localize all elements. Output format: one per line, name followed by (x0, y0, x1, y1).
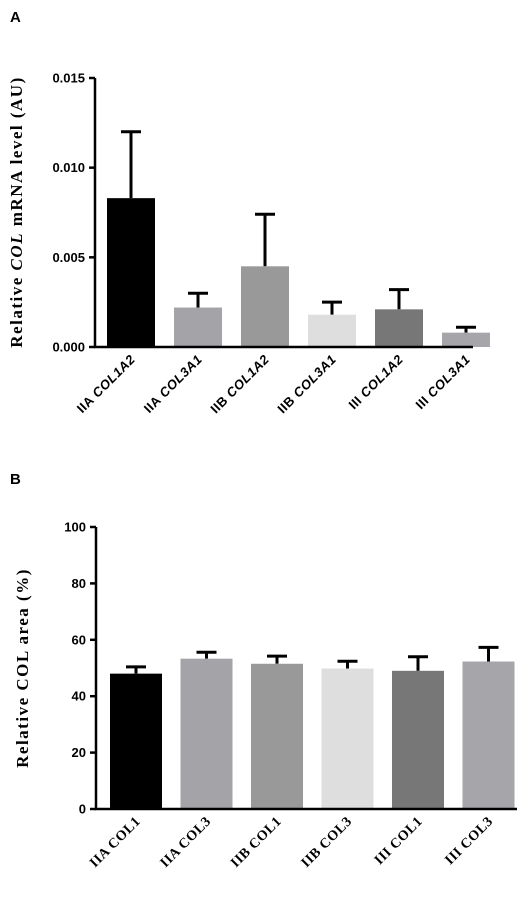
bar (375, 309, 423, 347)
y-tick-label: 0 (79, 802, 86, 817)
x-tick-label: IIA COL3 (158, 814, 215, 871)
bar (392, 670, 444, 809)
panel-a-letter: A (10, 9, 21, 26)
y-tick-label: 20 (72, 745, 86, 760)
bar (107, 198, 155, 347)
x-tick-label: III COL3 (442, 814, 496, 868)
bar (174, 307, 222, 347)
y-tick-label: 0.000 (52, 340, 85, 355)
y-tick-label: 0.005 (52, 250, 85, 265)
x-tick-label: IIA COL3A1 (141, 352, 205, 416)
bar (180, 658, 233, 809)
bar (308, 314, 356, 347)
y-tick-label: 60 (72, 632, 86, 647)
x-tick-label: III COL3A1 (412, 352, 473, 413)
y-tick-label: 40 (72, 689, 86, 704)
bar (241, 266, 289, 347)
bar (462, 661, 515, 809)
y-axis-label: Relative COL area (%) (13, 568, 32, 768)
x-tick-label: IIB COL3 (299, 814, 356, 871)
y-tick-label: 0.015 (52, 71, 85, 86)
x-tick-label: IIA COL1A2 (74, 351, 139, 416)
x-tick-label: IIB COL1 (228, 814, 285, 871)
x-tick-label: III COL1A2 (345, 351, 406, 412)
bar (442, 332, 490, 347)
panel-b-letter: B (10, 471, 21, 488)
x-tick-label: IIB COL3A1 (274, 352, 339, 417)
y-tick-label: 0.010 (52, 160, 85, 175)
y-axis-label: Relative COL mRNA level (AU) (7, 76, 26, 347)
bar (321, 668, 374, 809)
bar (251, 663, 303, 809)
y-tick-label: 80 (72, 576, 86, 591)
x-tick-label: IIB COL1A2 (207, 351, 272, 416)
x-tick-label: IIA COL1 (87, 814, 144, 871)
y-tick-label: 100 (64, 520, 86, 535)
bar (110, 673, 162, 809)
x-tick-label: III COL1 (372, 814, 426, 868)
